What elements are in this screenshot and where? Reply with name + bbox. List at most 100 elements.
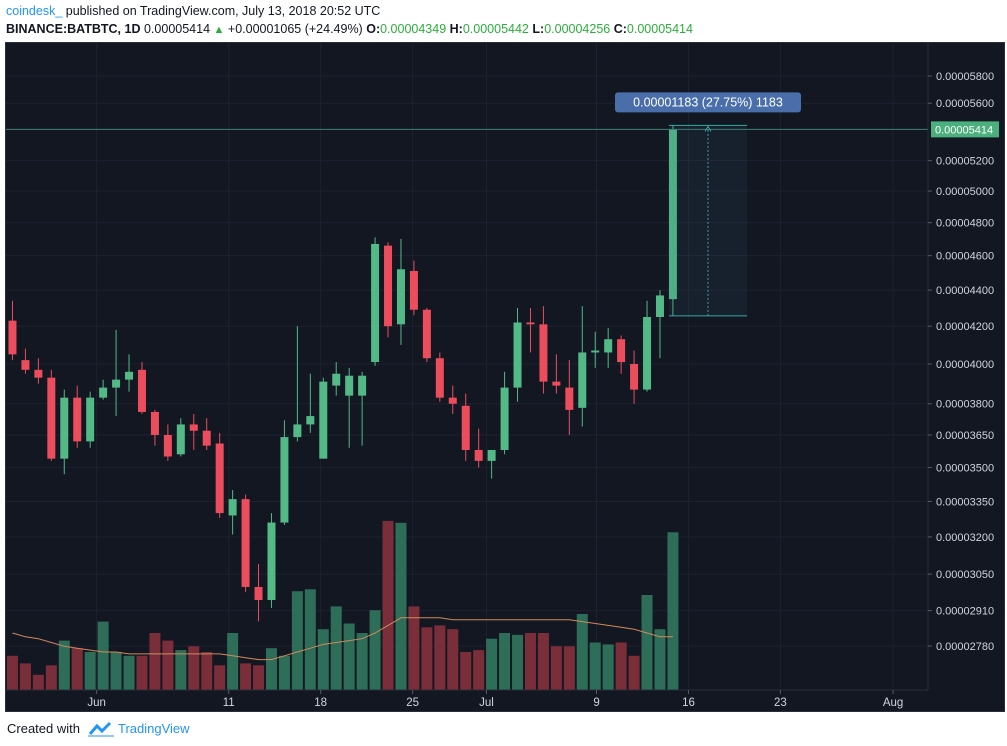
candle-body bbox=[617, 339, 626, 363]
volume-bar bbox=[304, 589, 316, 690]
open-value: 0.00004349 bbox=[380, 22, 447, 36]
volume-bar bbox=[563, 646, 575, 690]
volume-bar bbox=[32, 674, 44, 690]
volume-bar bbox=[19, 663, 31, 690]
candle-body bbox=[150, 411, 159, 435]
candle-body bbox=[163, 434, 172, 457]
time-axis-label: Jul bbox=[479, 697, 494, 709]
volume-bar bbox=[162, 640, 174, 690]
tradingview-link[interactable]: TradingView bbox=[118, 721, 190, 736]
price-axis-label: 0.00005200 bbox=[936, 156, 994, 168]
created-with-text: Created with bbox=[7, 721, 80, 736]
candle-body bbox=[125, 371, 134, 380]
ohlc-line: BINANCE:BATBTC, 1D 0.00005414 ▲ +0.00001… bbox=[6, 22, 693, 36]
volume-bar bbox=[615, 642, 627, 690]
time-axis-label: 25 bbox=[406, 697, 419, 709]
candle-body bbox=[306, 416, 315, 425]
price-axis-label: 0.00003800 bbox=[936, 399, 994, 411]
candle-body bbox=[358, 375, 367, 396]
candle-body bbox=[21, 360, 30, 370]
candle-body bbox=[86, 397, 95, 442]
volume-bar bbox=[602, 644, 614, 690]
candle-body bbox=[73, 397, 82, 442]
up-triangle-icon: ▲ bbox=[213, 24, 225, 36]
volume-bar bbox=[123, 655, 135, 690]
price-axis-label: 0.00005800 bbox=[936, 71, 994, 83]
candle-body bbox=[604, 339, 613, 353]
volume-bar bbox=[188, 646, 200, 690]
author-link[interactable]: coindesk_ bbox=[6, 4, 63, 18]
time-axis-label: 23 bbox=[774, 697, 787, 709]
volume-bar bbox=[628, 655, 640, 690]
price-badge-box bbox=[931, 121, 999, 138]
volume-ma-line bbox=[12, 617, 673, 661]
volume-bar bbox=[486, 638, 498, 690]
measure-box[interactable] bbox=[669, 125, 747, 316]
low-label: L: bbox=[532, 22, 545, 36]
symbol-label: BINANCE:BATBTC, 1D bbox=[6, 22, 141, 36]
price-axis-label: 0.00002780 bbox=[936, 641, 994, 653]
price-axis-label: 0.00002910 bbox=[936, 606, 994, 618]
price-axis-label: 0.00004200 bbox=[936, 321, 994, 333]
volume-bar bbox=[641, 595, 653, 690]
candle-body bbox=[215, 443, 224, 514]
price-chart[interactable]: 0.00001183 (27.75%) 1183 0.00005800 0.000… bbox=[6, 43, 1004, 711]
volume-bar bbox=[214, 665, 226, 690]
candle-body bbox=[293, 424, 302, 438]
high-value: 0.00005442 bbox=[462, 22, 529, 36]
price-axis[interactable] bbox=[928, 43, 1004, 711]
tradingview-logo-icon[interactable] bbox=[88, 721, 114, 740]
price-axis-label: 0.00003050 bbox=[936, 569, 994, 581]
candle-body bbox=[332, 373, 341, 386]
volume-bar bbox=[227, 633, 239, 690]
candle-body bbox=[267, 522, 276, 600]
candle-body bbox=[99, 387, 108, 398]
open-label: O: bbox=[366, 22, 381, 36]
publish-line: coindesk_ published on TradingView.com, … bbox=[6, 4, 380, 18]
volume-bar bbox=[473, 650, 485, 690]
volume-bar bbox=[460, 652, 472, 690]
price-axis-label: 0.00004800 bbox=[936, 218, 994, 230]
candle-body bbox=[668, 129, 677, 300]
volume-bar bbox=[317, 629, 329, 690]
volume-bar bbox=[395, 522, 407, 690]
candle-body bbox=[552, 381, 561, 386]
volume-bar bbox=[330, 606, 342, 690]
volume-bar bbox=[382, 520, 394, 690]
time-axis-label: 16 bbox=[682, 697, 695, 709]
candle-body bbox=[280, 437, 289, 523]
time-axis-label: Aug bbox=[883, 697, 903, 709]
candle-body bbox=[630, 363, 639, 390]
volume-bar bbox=[291, 591, 303, 690]
price-axis-label: 0.00004600 bbox=[936, 251, 994, 263]
volume-bar bbox=[499, 633, 511, 690]
volume-bar bbox=[58, 640, 70, 690]
candle-body bbox=[565, 387, 574, 410]
published-text: published on TradingView.com, July 13, 2… bbox=[65, 4, 381, 18]
candle-body bbox=[228, 499, 237, 516]
candle-body bbox=[189, 424, 198, 431]
volume-bar bbox=[97, 621, 109, 690]
volume-bar bbox=[356, 633, 368, 690]
volume-bar bbox=[589, 642, 601, 690]
candle-body bbox=[655, 295, 664, 318]
price-axis-label: 0.00005600 bbox=[936, 98, 994, 110]
time-axis-label: 18 bbox=[314, 697, 327, 709]
volume-bar bbox=[408, 606, 420, 690]
candle-body bbox=[60, 397, 69, 459]
measure-label-box bbox=[615, 92, 801, 113]
volume-bar bbox=[369, 610, 381, 690]
volume-bar bbox=[201, 652, 213, 690]
chart-header: coindesk_ published on TradingView.com, … bbox=[0, 0, 1007, 42]
close-value: 0.00005414 bbox=[626, 22, 693, 36]
candle-body bbox=[422, 309, 431, 359]
volume-bar bbox=[550, 646, 562, 690]
candle-body bbox=[396, 269, 405, 325]
volume-bar bbox=[71, 648, 83, 690]
candle-body bbox=[539, 324, 548, 382]
candle-body bbox=[435, 358, 444, 398]
chart-panel[interactable]: 0.00001183 (27.75%) 1183 0.00005800 0.000… bbox=[5, 42, 1005, 712]
price-change: +0.00001065 (+24.49%) bbox=[227, 22, 363, 36]
volume-bar bbox=[421, 627, 433, 690]
volume-bar bbox=[265, 648, 277, 690]
